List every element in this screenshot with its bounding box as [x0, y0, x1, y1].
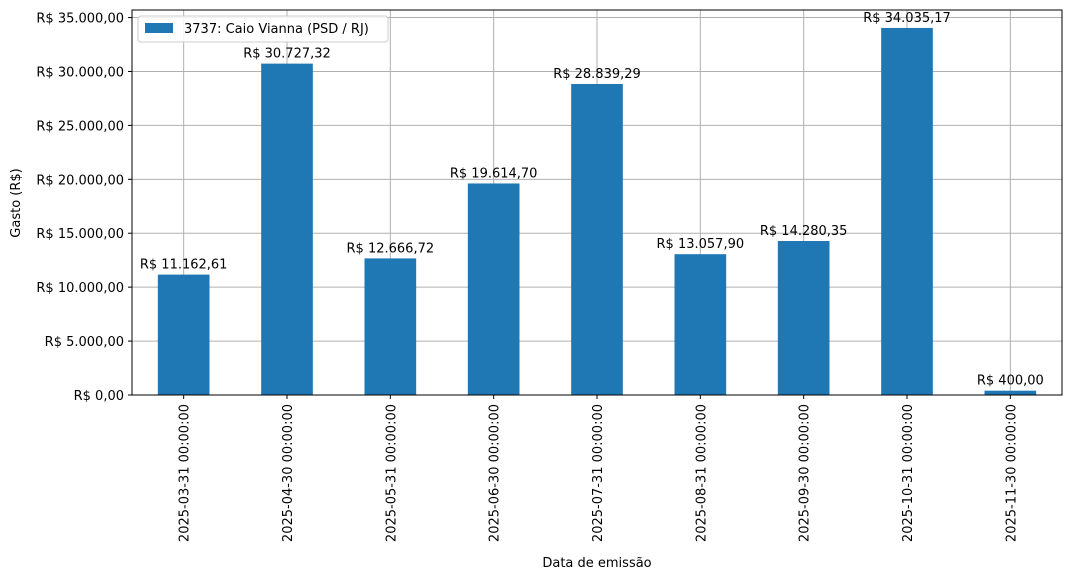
y-tick-label: R$ 20.000,00 — [36, 173, 124, 188]
bar — [984, 390, 1037, 395]
y-tick-label: R$ 25.000,00 — [36, 119, 124, 134]
x-tick-label: 2025-05-31 00:00:00 — [384, 404, 399, 542]
bar — [364, 258, 417, 395]
bar — [571, 83, 623, 396]
bars — [157, 27, 1037, 396]
y-tick-label: R$ 10.000,00 — [36, 281, 124, 296]
bar-value-label: R$ 19.614,70 — [450, 166, 538, 181]
bar-value-label: R$ 30.727,32 — [243, 47, 331, 62]
bar-value-label: R$ 12.666,72 — [347, 241, 435, 256]
y-tick-label: R$ 5.000,00 — [45, 335, 124, 350]
legend: 3737: Caio Vianna (PSD / RJ) — [137, 15, 389, 43]
bar — [777, 240, 830, 395]
x-tick-label: 2025-06-30 00:00:00 — [488, 404, 503, 542]
bar-value-label: R$ 14.280,35 — [760, 224, 848, 239]
x-tick-label: 2025-10-31 00:00:00 — [901, 404, 916, 542]
y-tick-label: R$ 35.000,00 — [36, 12, 124, 27]
bar — [674, 254, 727, 395]
bar-value-label: R$ 11.162,61 — [140, 258, 228, 273]
x-tick-label: 2025-11-30 00:00:00 — [1004, 404, 1019, 542]
bar-value-label: R$ 13.057,90 — [657, 237, 745, 252]
x-tick-label: 2025-08-31 00:00:00 — [694, 404, 709, 542]
x-tick-label: 2025-07-31 00:00:00 — [591, 404, 606, 542]
x-axis-label: Data de emissão — [542, 556, 651, 571]
x-tick-label: 2025-09-30 00:00:00 — [798, 404, 813, 542]
bar — [157, 274, 210, 395]
legend-box — [137, 15, 389, 43]
y-tick-label: R$ 30.000,00 — [36, 65, 124, 80]
y-tick-label: R$ 0,00 — [74, 389, 124, 404]
x-tick-label: 2025-03-31 00:00:00 — [178, 404, 193, 542]
bar-value-label: R$ 28.839,29 — [553, 67, 641, 82]
bar-value-label: R$ 400,00 — [977, 374, 1044, 389]
bar — [467, 183, 520, 395]
x-tick-label: 2025-04-30 00:00:00 — [281, 404, 296, 542]
legend-swatch — [145, 23, 173, 33]
bar-value-label: R$ 34.035,17 — [863, 11, 951, 26]
y-axis-ticks: R$ 0,00 R$ 5.000,00 R$ 10.000,00 R$ 15.000,… — [36, 12, 132, 404]
x-axis-ticks: 2025-03-31 00:00:00 2025-04-30 00:00:00 20… — [178, 395, 1019, 542]
bar — [881, 27, 933, 396]
y-axis-label: Gasto (R$) — [9, 168, 24, 237]
bar — [261, 63, 313, 395]
y-tick-label: R$ 15.000,00 — [36, 227, 124, 242]
legend-label: 3737: Caio Vianna (PSD / RJ) — [184, 22, 369, 37]
data-labels: R$ 11.162,61 R$ 30.727,32 R$ 12.666,72 R$ 1… — [140, 11, 1044, 389]
